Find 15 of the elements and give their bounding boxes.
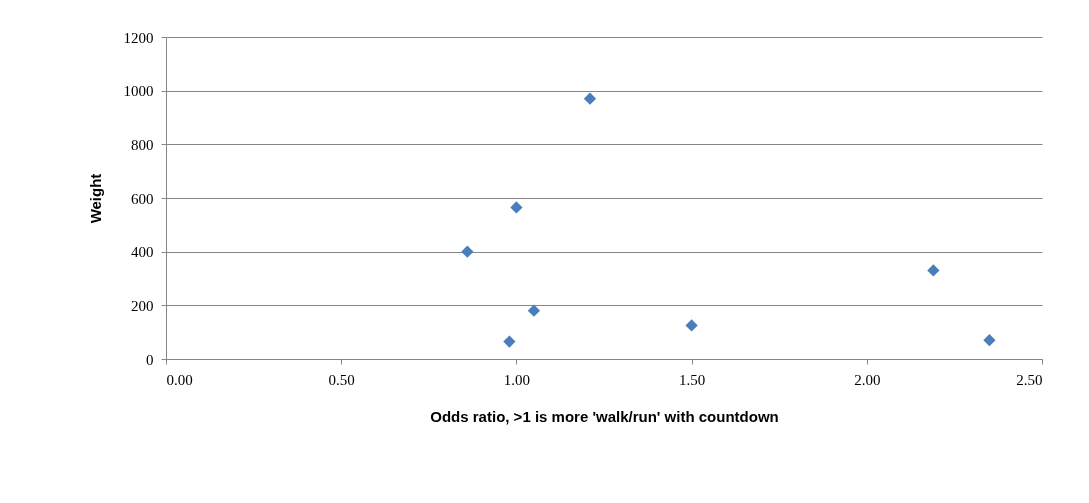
x-tick-label: 1.50 (678, 371, 706, 388)
y-tick-label: 800 (131, 136, 154, 153)
y-tick-label: 600 (131, 190, 154, 207)
y-tick-label: 1200 (123, 29, 154, 46)
x-tick-label: 1.00 (503, 371, 531, 388)
y-tick-label: 400 (131, 244, 154, 261)
x-tick-label: 2.00 (854, 371, 881, 388)
y-axis-title: Weight (86, 173, 104, 224)
y-tick-label: 200 (131, 297, 154, 314)
y-tick-label: 1000 (123, 83, 154, 100)
x-tick-label: 0.00 (166, 371, 193, 388)
x-axis-title: Odds ratio, >1 is more 'walk/run' with countdown (430, 407, 779, 425)
x-tick-label: 2.50 (1016, 371, 1043, 388)
y-tick-label: 0 (146, 351, 154, 368)
x-tick-label: 0.50 (328, 371, 355, 388)
